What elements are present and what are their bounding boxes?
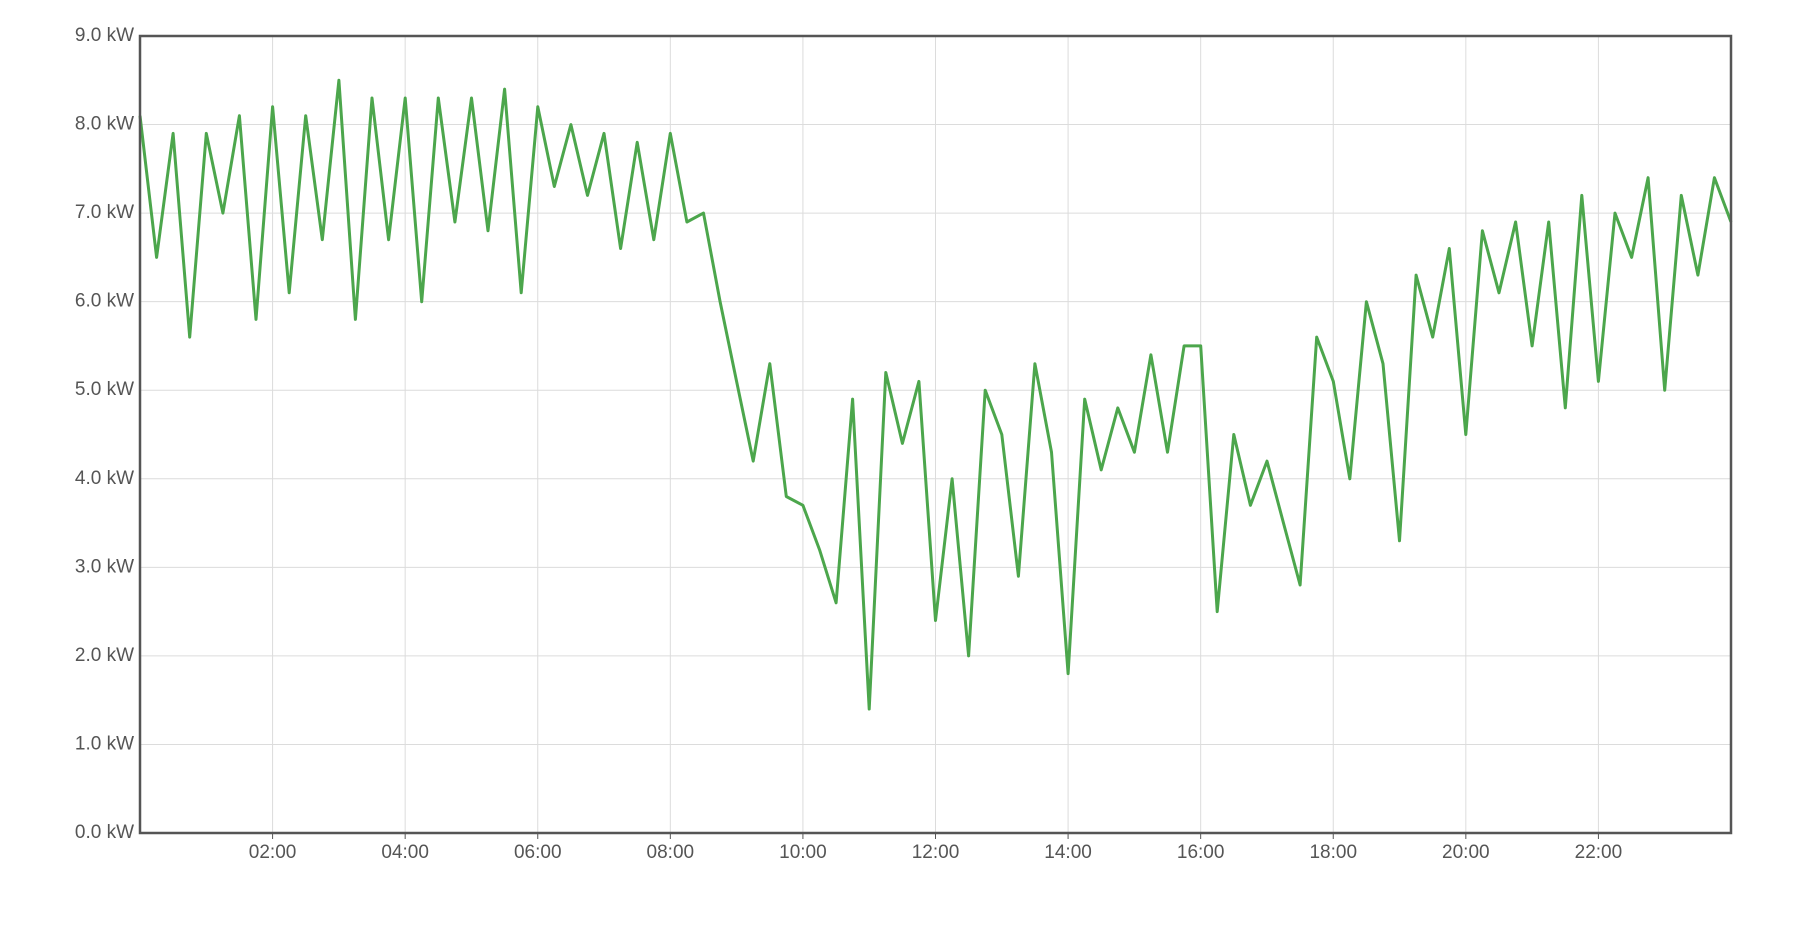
x-tick-label: 06:00 <box>514 842 562 863</box>
y-tick-label: 4.0 kW <box>75 468 134 489</box>
plot-frame <box>138 34 1733 835</box>
x-tick-label: 02:00 <box>249 842 297 863</box>
x-tick-label: 14:00 <box>1044 842 1092 863</box>
x-tick-label: 08:00 <box>647 842 695 863</box>
x-tick-label: 22:00 <box>1575 842 1623 863</box>
data-line <box>138 78 1733 711</box>
y-tick-label: 1.0 kW <box>75 733 134 754</box>
x-tick-label: 16:00 <box>1177 842 1225 863</box>
y-tick-label: 3.0 kW <box>75 556 134 577</box>
y-tick-label: 7.0 kW <box>75 202 134 223</box>
x-tick-label: 04:00 <box>381 842 429 863</box>
y-tick-label: 0.0 kW <box>75 822 134 843</box>
y-tick-label: 9.0 kW <box>75 25 134 46</box>
x-tick-label: 12:00 <box>912 842 960 863</box>
y-tick-label: 6.0 kW <box>75 291 134 312</box>
y-tick-label: 5.0 kW <box>75 379 134 400</box>
x-tick-label: 20:00 <box>1442 842 1490 863</box>
x-tick-label: 18:00 <box>1309 842 1357 863</box>
y-tick-label: 2.0 kW <box>75 645 134 666</box>
y-tick-label: 8.0 kW <box>75 114 134 135</box>
x-tick-label: 10:00 <box>779 842 827 863</box>
